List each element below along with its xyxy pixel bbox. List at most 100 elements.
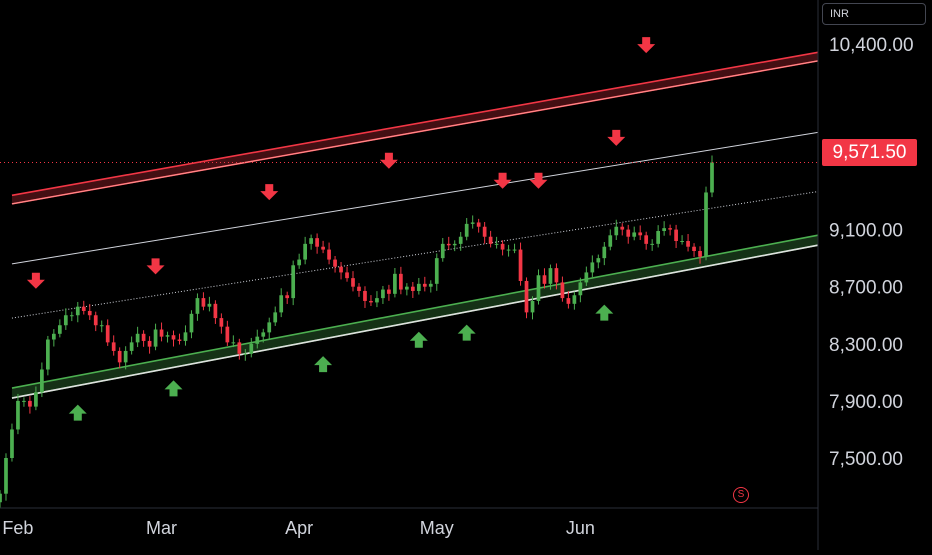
candle-body <box>22 400 26 402</box>
candle <box>632 226 637 241</box>
candle <box>46 335 50 376</box>
candle-body <box>686 241 690 247</box>
candle <box>410 281 415 298</box>
candle-body <box>560 282 565 299</box>
candle <box>668 224 672 236</box>
candle <box>548 264 553 290</box>
candle-body <box>87 310 92 316</box>
candle-body <box>644 235 649 244</box>
candle-body <box>410 286 415 291</box>
candle-body <box>207 303 212 307</box>
candle <box>464 218 469 241</box>
price-tick-label: 9,100.00 <box>829 221 903 242</box>
candle <box>285 291 290 304</box>
candle <box>381 285 385 304</box>
arrow-up-icon <box>68 404 87 421</box>
candle-body <box>602 246 607 259</box>
candle-body <box>381 289 385 299</box>
candle <box>704 186 708 261</box>
candle-body <box>255 336 260 344</box>
candle-body <box>512 249 517 251</box>
candle <box>237 338 242 360</box>
candle <box>458 232 463 251</box>
candle <box>584 266 589 286</box>
time-tick-label: Jun <box>566 518 595 538</box>
resistance-lower-line <box>11 60 819 205</box>
candle-body <box>578 282 583 296</box>
time-axis[interactable]: Feb Mar Apr May Jun <box>2 518 594 538</box>
candle <box>105 319 110 346</box>
candle <box>213 300 218 324</box>
candle-body <box>75 306 80 316</box>
candle-body <box>387 289 391 294</box>
candle-body <box>548 268 553 284</box>
candle-body <box>99 325 104 327</box>
candle <box>87 303 92 320</box>
candle-body <box>393 273 397 294</box>
currency-label[interactable]: INR <box>822 3 926 25</box>
candle <box>536 269 541 305</box>
arrow-down-icon <box>637 37 656 54</box>
candle-body <box>51 333 56 340</box>
candle <box>153 323 158 351</box>
candle <box>560 276 565 302</box>
candle-body <box>638 232 643 236</box>
candle-body <box>464 223 469 237</box>
candle-body <box>81 306 86 311</box>
candle <box>207 296 212 312</box>
candle-body <box>500 243 505 250</box>
candle <box>656 225 661 248</box>
candle-body <box>518 249 523 281</box>
candle-body <box>69 315 74 317</box>
candle <box>351 271 355 292</box>
candle-body <box>135 333 140 343</box>
candle-body <box>458 236 463 244</box>
candle <box>416 277 421 295</box>
candle-body <box>590 262 595 273</box>
candles-layer <box>0 155 714 509</box>
candle <box>279 288 284 318</box>
candle-body <box>34 392 38 407</box>
candle-body <box>620 226 625 230</box>
candle-body <box>57 325 62 334</box>
candle-body <box>704 192 708 257</box>
candle <box>440 238 445 262</box>
session-s-icon[interactable]: S <box>733 487 749 503</box>
candle-body <box>189 313 194 333</box>
arrow-up-icon <box>164 380 183 397</box>
candle-body <box>63 315 68 326</box>
candle <box>63 308 68 330</box>
candle-body <box>153 329 158 347</box>
candle-body <box>183 332 188 341</box>
candle <box>291 260 296 306</box>
candle <box>488 230 493 248</box>
candle-body <box>303 243 307 260</box>
candle <box>309 234 313 250</box>
candle <box>267 317 272 340</box>
candle-body <box>680 241 684 243</box>
candle <box>303 236 307 265</box>
candle-body <box>333 259 337 267</box>
candle-body <box>351 278 355 287</box>
candle <box>662 221 666 236</box>
candle-body <box>46 339 50 370</box>
candle <box>518 242 523 286</box>
candle-body <box>315 238 319 247</box>
candle <box>375 291 379 308</box>
candle <box>674 224 678 249</box>
candle-body <box>363 290 367 301</box>
price-axis[interactable]: 10,400.00 9,100.00 8,700.00 8,300.00 7,900.0… <box>829 35 914 470</box>
candle <box>141 330 146 347</box>
channel-upper-line <box>11 131 819 265</box>
candle <box>494 236 499 249</box>
candle <box>339 261 343 280</box>
candle <box>129 336 134 355</box>
time-tick-label: Feb <box>2 518 33 538</box>
candle <box>117 347 122 369</box>
candle <box>602 242 607 266</box>
candle <box>476 218 481 233</box>
candle-body <box>165 335 170 337</box>
candle <box>195 293 200 321</box>
